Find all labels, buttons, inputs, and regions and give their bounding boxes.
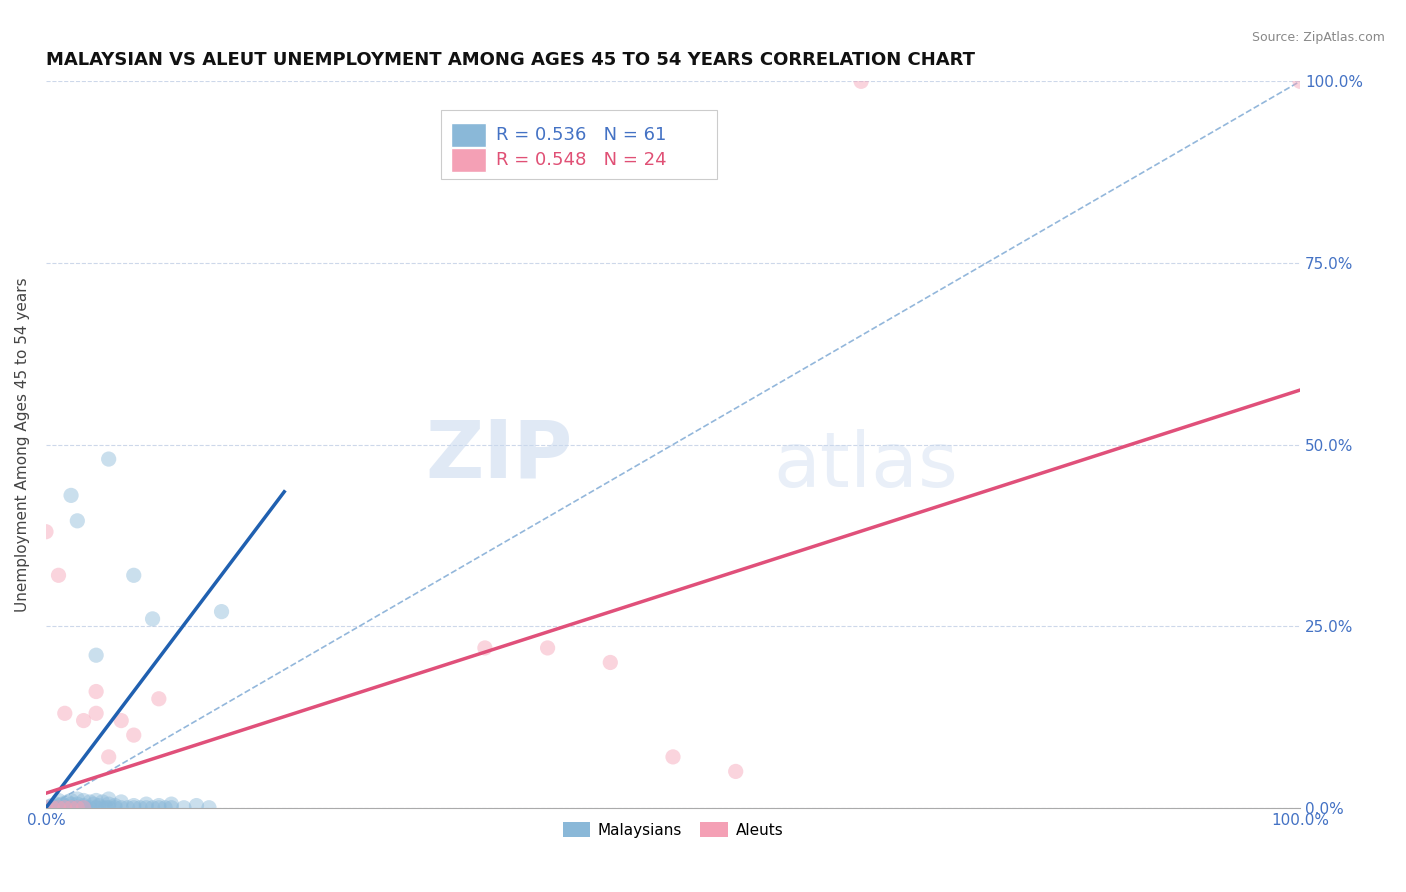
Malaysians xyxy=(122,568,145,582)
Bar xyxy=(451,148,486,172)
Malaysians xyxy=(135,801,157,815)
Malaysians xyxy=(53,798,76,813)
Text: R = 0.548   N = 24: R = 0.548 N = 24 xyxy=(496,151,666,169)
Aleuts xyxy=(148,691,170,706)
Malaysians xyxy=(117,801,139,815)
Malaysians xyxy=(91,795,114,809)
Malaysians xyxy=(48,793,70,807)
Bar xyxy=(451,123,486,147)
Aleuts xyxy=(1289,74,1312,88)
Malaysians xyxy=(45,797,67,811)
Malaysians xyxy=(97,792,120,806)
Malaysians xyxy=(160,801,183,815)
Malaysians xyxy=(142,612,165,626)
Text: atlas: atlas xyxy=(773,429,959,503)
Malaysians xyxy=(72,793,94,807)
Aleuts xyxy=(72,801,94,815)
Malaysians xyxy=(186,798,208,813)
Aleuts xyxy=(110,714,132,728)
Malaysians xyxy=(75,801,97,815)
Aleuts xyxy=(662,750,685,764)
Aleuts xyxy=(66,801,89,815)
Malaysians xyxy=(87,798,110,813)
Malaysians xyxy=(211,605,233,619)
Aleuts xyxy=(60,801,83,815)
Text: R = 0.536   N = 61: R = 0.536 N = 61 xyxy=(496,127,666,145)
Malaysians xyxy=(70,801,93,815)
Aleuts xyxy=(474,640,496,655)
Malaysians xyxy=(58,801,80,815)
Aleuts xyxy=(53,801,76,815)
Malaysians xyxy=(83,797,105,811)
Malaysians xyxy=(91,801,114,815)
Malaysians xyxy=(110,801,132,815)
Malaysians xyxy=(56,795,79,809)
Malaysians xyxy=(66,797,89,811)
Malaysians xyxy=(79,801,101,815)
Aleuts xyxy=(48,801,70,815)
Aleuts xyxy=(35,801,58,815)
Legend: Malaysians, Aleuts: Malaysians, Aleuts xyxy=(557,816,790,844)
Malaysians xyxy=(35,801,58,815)
Malaysians xyxy=(198,801,221,815)
Malaysians xyxy=(97,797,120,811)
Malaysians xyxy=(84,801,107,815)
Aleuts xyxy=(41,801,63,815)
Malaysians xyxy=(72,801,94,815)
Aleuts xyxy=(599,656,621,670)
Malaysians xyxy=(48,798,70,813)
Malaysians xyxy=(122,801,145,815)
Text: MALAYSIAN VS ALEUT UNEMPLOYMENT AMONG AGES 45 TO 54 YEARS CORRELATION CHART: MALAYSIAN VS ALEUT UNEMPLOYMENT AMONG AG… xyxy=(46,51,974,69)
Aleuts xyxy=(849,74,872,88)
Malaysians xyxy=(96,801,118,815)
Malaysians xyxy=(104,798,127,813)
Aleuts xyxy=(53,706,76,721)
Malaysians xyxy=(104,801,127,815)
Aleuts xyxy=(48,568,70,582)
Aleuts xyxy=(97,750,120,764)
Malaysians xyxy=(60,801,83,815)
Malaysians xyxy=(79,795,101,809)
Malaysians xyxy=(135,797,157,811)
Malaysians xyxy=(72,798,94,813)
Malaysians xyxy=(53,801,76,815)
Malaysians xyxy=(51,797,73,811)
Text: Source: ZipAtlas.com: Source: ZipAtlas.com xyxy=(1251,31,1385,45)
Malaysians xyxy=(62,801,84,815)
Aleuts xyxy=(84,706,107,721)
Malaysians xyxy=(38,799,60,814)
Malaysians xyxy=(153,801,176,815)
Aleuts xyxy=(724,764,747,779)
Malaysians xyxy=(129,801,152,815)
Text: ZIP: ZIP xyxy=(426,417,572,494)
Aleuts xyxy=(72,714,94,728)
Malaysians xyxy=(66,792,89,806)
Malaysians xyxy=(173,801,195,815)
Aleuts xyxy=(84,684,107,698)
Malaysians xyxy=(110,795,132,809)
Malaysians xyxy=(66,514,89,528)
Malaysians xyxy=(97,452,120,467)
Malaysians xyxy=(44,801,66,815)
Aleuts xyxy=(536,640,558,655)
Aleuts xyxy=(35,524,58,539)
Malaysians xyxy=(160,797,183,811)
Malaysians xyxy=(148,801,170,815)
Aleuts xyxy=(122,728,145,742)
FancyBboxPatch shape xyxy=(441,111,717,179)
Malaysians xyxy=(142,801,165,815)
Malaysians xyxy=(41,798,63,813)
Malaysians xyxy=(84,793,107,807)
Y-axis label: Unemployment Among Ages 45 to 54 years: Unemployment Among Ages 45 to 54 years xyxy=(15,277,30,612)
Malaysians xyxy=(49,801,72,815)
Malaysians xyxy=(97,801,120,815)
Malaysians xyxy=(60,488,83,502)
Malaysians xyxy=(148,798,170,813)
Malaysians xyxy=(60,793,83,807)
Malaysians xyxy=(66,801,89,815)
Malaysians xyxy=(84,648,107,663)
Malaysians xyxy=(60,797,83,811)
Malaysians xyxy=(122,798,145,813)
